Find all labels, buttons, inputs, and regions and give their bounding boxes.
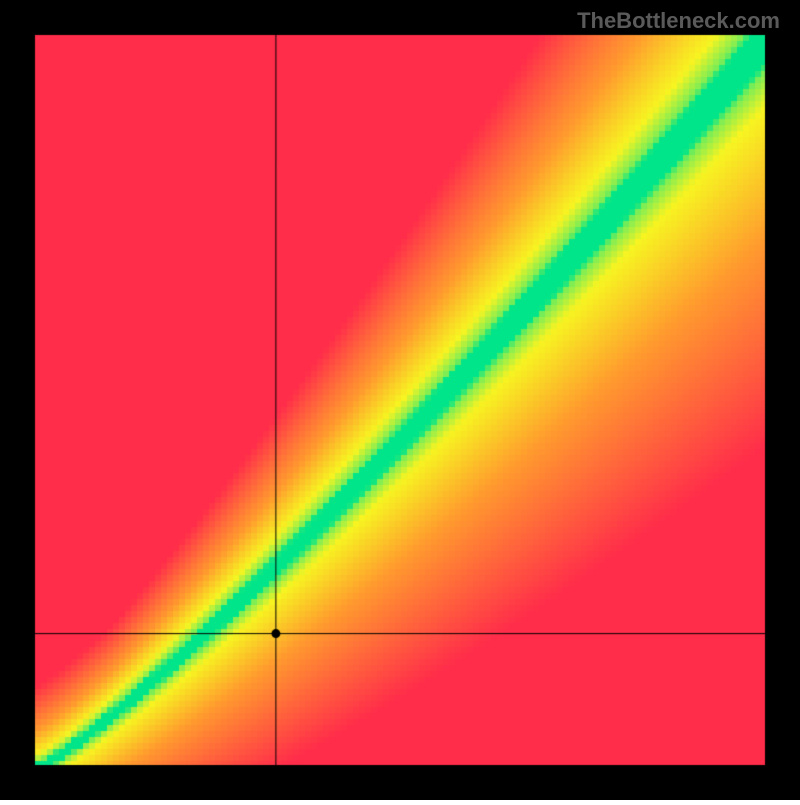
heatmap-canvas — [0, 0, 800, 800]
watermark-text: TheBottleneck.com — [577, 8, 780, 34]
bottleneck-heatmap — [0, 0, 800, 800]
